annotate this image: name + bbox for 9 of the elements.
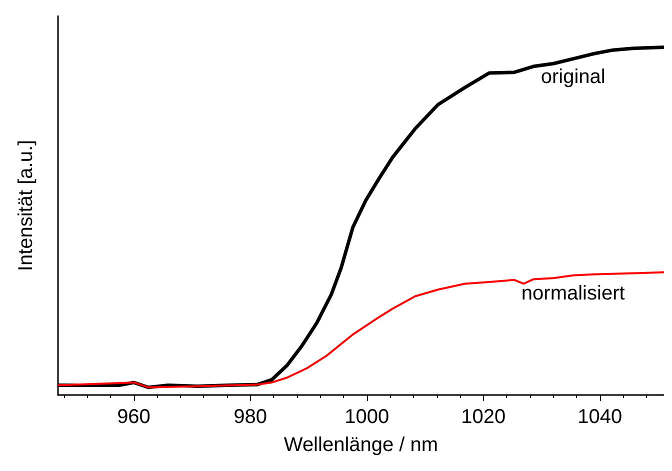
series-label: original (540, 66, 606, 88)
x-tick-label: 1000 (344, 406, 390, 428)
x-tick-label: 1040 (578, 406, 622, 428)
x-tick-label: 1020 (461, 406, 506, 428)
x-axis-title: Wellenlänge / nm (284, 434, 438, 456)
series-label: normalisiert (521, 282, 626, 304)
x-tick-label: 980 (234, 406, 267, 428)
x-tick-label: 960 (117, 406, 150, 428)
y-axis-title: Intensität [a.u.] (15, 140, 37, 272)
